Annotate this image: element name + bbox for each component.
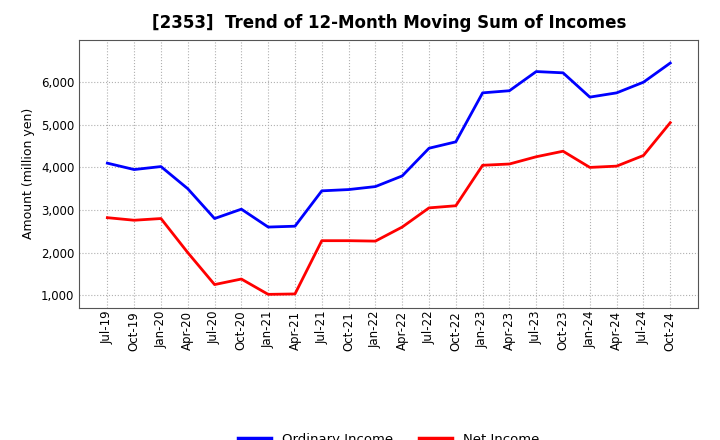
Ordinary Income: [585, 95, 594, 100]
Ordinary Income: [612, 90, 621, 95]
Ordinary Income: [264, 224, 272, 230]
Ordinary Income: [478, 90, 487, 95]
Net Income: [559, 149, 567, 154]
Ordinary Income: [532, 69, 541, 74]
Ordinary Income: [505, 88, 514, 93]
Ordinary Income: [559, 70, 567, 76]
Ordinary Income: [157, 164, 166, 169]
Ordinary Income: [371, 184, 379, 189]
Ordinary Income: [344, 187, 353, 192]
Ordinary Income: [210, 216, 219, 221]
Ordinary Income: [291, 224, 300, 229]
Net Income: [291, 291, 300, 297]
Net Income: [639, 153, 648, 158]
Net Income: [264, 292, 272, 297]
Ordinary Income: [237, 206, 246, 212]
Ordinary Income: [451, 139, 460, 144]
Net Income: [103, 215, 112, 220]
Net Income: [451, 203, 460, 209]
Net Income: [532, 154, 541, 159]
Ordinary Income: [184, 186, 192, 191]
Net Income: [666, 120, 675, 125]
Legend: Ordinary Income, Net Income: Ordinary Income, Net Income: [233, 427, 544, 440]
Net Income: [344, 238, 353, 243]
Ordinary Income: [130, 167, 138, 172]
Ordinary Income: [666, 60, 675, 66]
Ordinary Income: [318, 188, 326, 194]
Net Income: [210, 282, 219, 287]
Net Income: [157, 216, 166, 221]
Ordinary Income: [398, 173, 407, 179]
Net Income: [318, 238, 326, 243]
Net Income: [585, 165, 594, 170]
Net Income: [237, 276, 246, 282]
Ordinary Income: [639, 80, 648, 85]
Line: Net Income: Net Income: [107, 123, 670, 294]
Title: [2353]  Trend of 12-Month Moving Sum of Incomes: [2353] Trend of 12-Month Moving Sum of I…: [152, 15, 626, 33]
Net Income: [505, 161, 514, 167]
Net Income: [612, 164, 621, 169]
Ordinary Income: [103, 161, 112, 166]
Net Income: [371, 238, 379, 244]
Net Income: [478, 163, 487, 168]
Net Income: [425, 205, 433, 210]
Y-axis label: Amount (million yen): Amount (million yen): [22, 108, 35, 239]
Net Income: [184, 250, 192, 255]
Net Income: [398, 224, 407, 230]
Net Income: [130, 218, 138, 223]
Ordinary Income: [425, 146, 433, 151]
Line: Ordinary Income: Ordinary Income: [107, 63, 670, 227]
